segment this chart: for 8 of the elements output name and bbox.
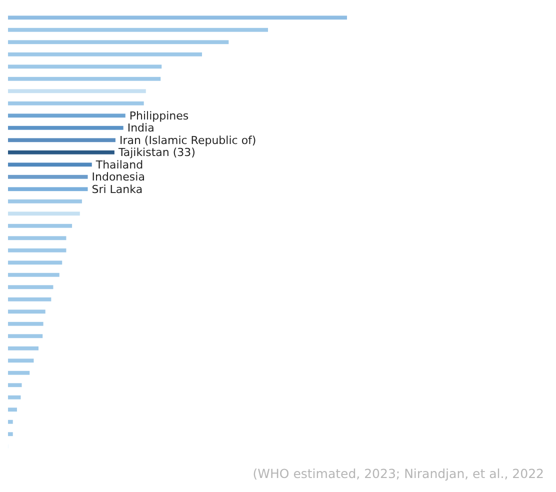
text: (WHO estimated, 2023; Nirandjan, et al., 2022: [252, 466, 544, 481]
y-tick-label: India: [127, 122, 154, 135]
y-tick-label: Philippines: [129, 109, 189, 122]
y-tick-label: Sri Lanka: [92, 182, 143, 196]
y-tick-label: Indonesia: [92, 170, 145, 184]
y-tick-label: Iran (Islamic Republic of): [119, 134, 256, 147]
y-tick-label: Tajikistan (33): [117, 146, 196, 160]
y-tick-label: Thailand: [94, 158, 144, 172]
